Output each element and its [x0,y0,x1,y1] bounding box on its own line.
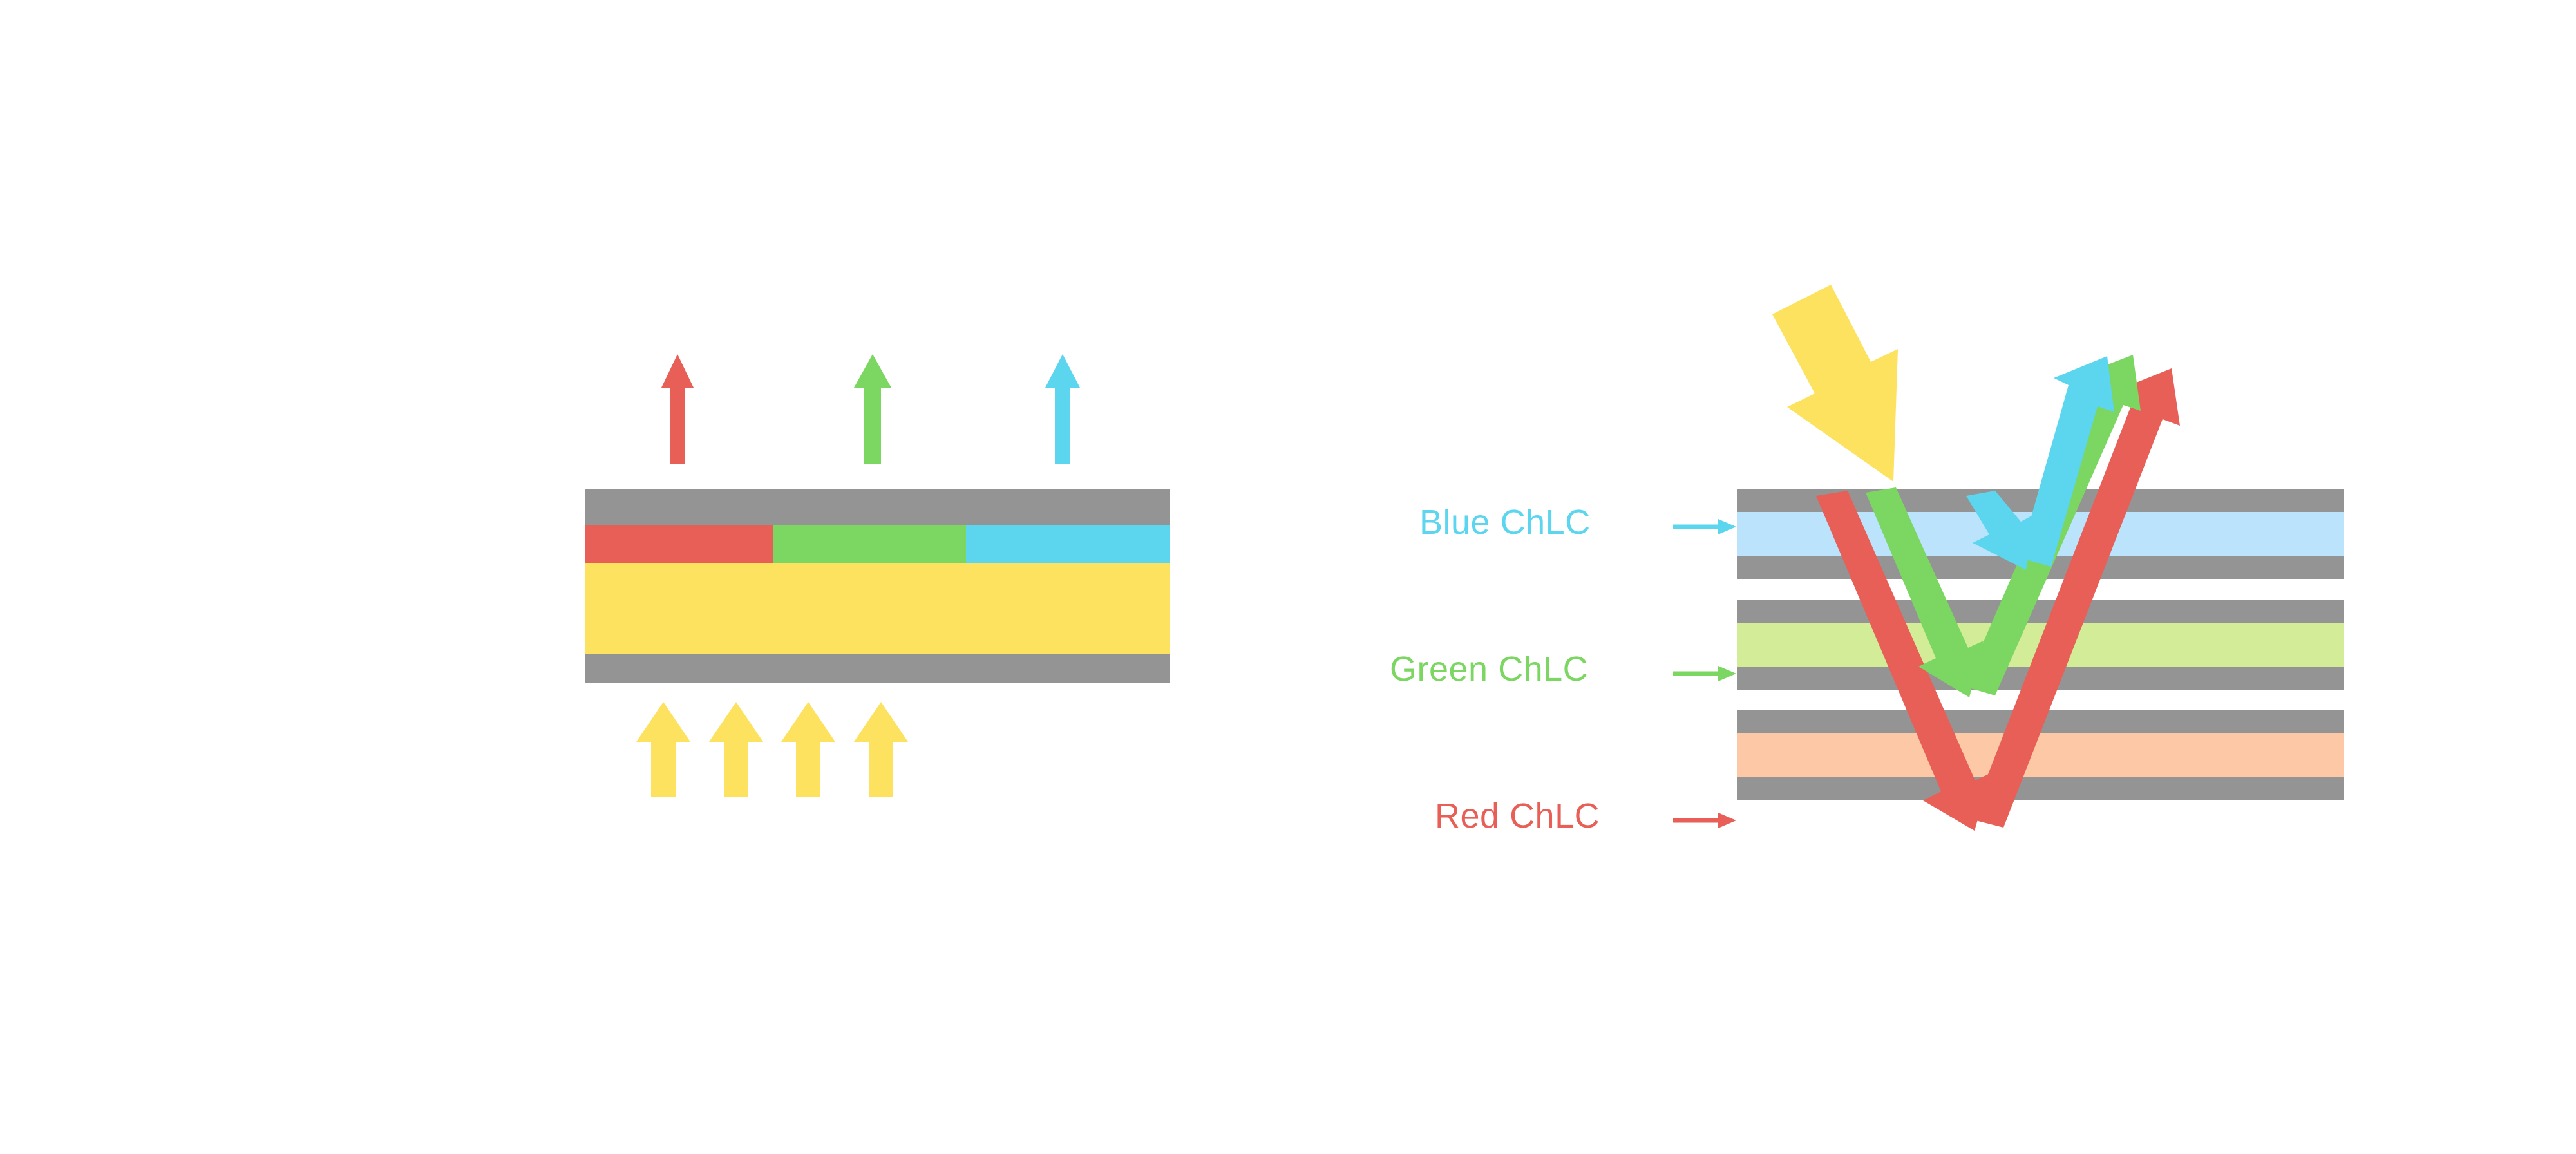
cyan-reflected-ray [2020,356,2114,567]
top-electrode [585,489,1170,525]
emitted-light-arrows [661,354,1080,464]
red-incident-ray [1816,491,1991,831]
ambient-light-arrow [1772,285,1898,482]
right-panel [1673,285,2344,831]
backlight-arrow-4 [854,702,908,797]
red-chlc-label: Red ChLC [1435,797,1600,835]
green-incident-ray [1866,487,1984,697]
backlight-source-arrows [636,702,908,797]
cyan-filter [966,525,1170,563]
green-chlc-label: Green ChLC [1390,650,1589,688]
left-stack [585,489,1170,683]
red-filter [585,525,773,563]
bottom-electrode [585,654,1170,683]
left-panel [585,354,1170,797]
blue-chlc-label: Blue ChLC [1419,503,1591,542]
cyan-emitted-arrow [1045,354,1080,464]
ray-arrows [1816,355,2180,831]
green-filter [773,525,966,563]
red-chlc-layer [1737,733,2344,777]
red-cell-bottom-substrate [1737,777,2344,800]
green-cell-top-substrate [1737,600,2344,623]
label-pointer-arrows [1673,519,1736,828]
right-stack [1737,489,2344,800]
red-reflected-ray [1971,368,2180,828]
backlight-arrow-3 [781,702,835,797]
blue-label-arrow [1673,519,1736,534]
red-label-arrow [1673,813,1736,828]
backlight-arrow-1 [636,702,690,797]
cyan-incident-ray [1966,491,2035,570]
red-emitted-arrow [661,354,694,464]
green-label-arrow [1673,666,1736,681]
backlight-arrow-2 [709,702,763,797]
backlight-guide [585,563,1170,654]
green-emitted-arrow [854,354,891,464]
